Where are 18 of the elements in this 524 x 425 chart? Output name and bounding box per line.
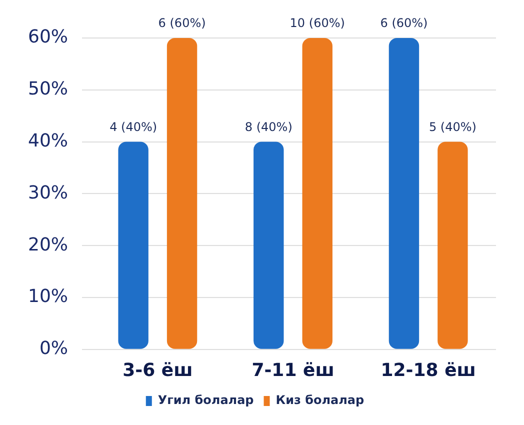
data-label: 4 (40%) (110, 120, 158, 134)
legend-label: Киз болалар (276, 393, 365, 408)
y-tick-label: 10% (28, 286, 68, 308)
x-tick-label: 12-18 ёш (380, 360, 476, 381)
y-tick-label: 0% (39, 338, 68, 360)
y-tick-label: 60% (28, 26, 68, 48)
x-tick-label: 7-11 ёш (252, 360, 334, 381)
legend-label: Угил болалар (158, 393, 254, 408)
data-label: 10 (60%) (290, 16, 345, 30)
data-label: 8 (40%) (244, 120, 292, 134)
y-tick-label: 50% (28, 78, 68, 100)
data-label: 6 (60%) (380, 16, 428, 30)
y-tick-label: 30% (28, 182, 68, 204)
x-tick-label: 3-6 ёш (122, 360, 193, 381)
y-tick-label: 20% (28, 234, 68, 256)
data-label: 6 (60%) (158, 16, 206, 30)
y-tick-label: 40% (28, 130, 68, 152)
data-label: 5 (40%) (428, 120, 476, 134)
